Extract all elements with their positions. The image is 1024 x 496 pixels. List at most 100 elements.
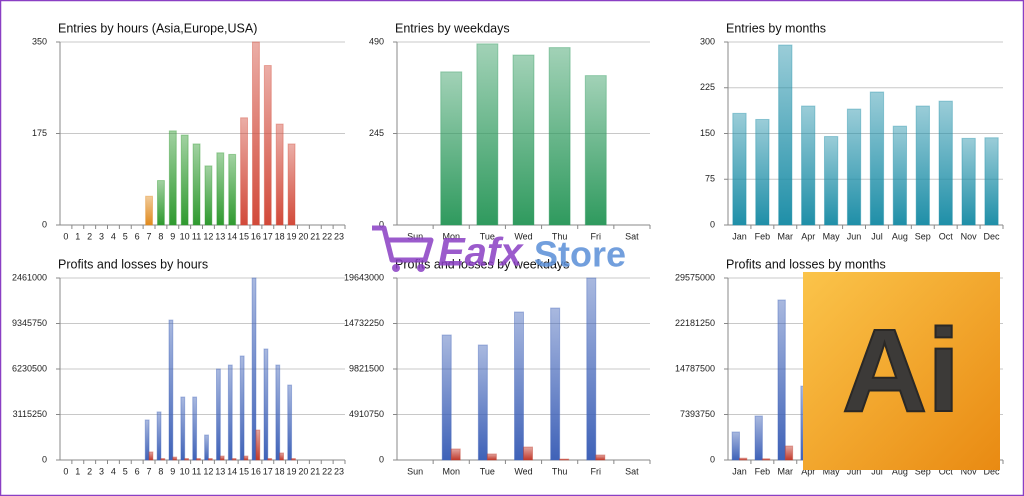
store-watermark: Eafx Store: [372, 225, 626, 275]
x-tick-label: 0: [63, 231, 68, 241]
y-tick-label: 0: [42, 454, 47, 464]
x-tick-label: 14: [227, 466, 237, 476]
y-tick-label: 29575000: [675, 272, 715, 282]
bar: [961, 137, 976, 226]
x-tick-label: 3: [99, 231, 104, 241]
y-tick-label: 245: [369, 128, 384, 138]
x-tick-label: May: [823, 466, 841, 476]
x-tick-label: 6: [135, 231, 140, 241]
x-tick-label: 17: [263, 466, 273, 476]
bar: [192, 143, 201, 226]
y-tick-label: 300: [700, 36, 715, 46]
x-tick-label: Sun: [407, 231, 423, 241]
bar: [984, 137, 999, 226]
x-tick-label: Nov: [961, 466, 978, 476]
y-tick-label: 0: [379, 219, 384, 229]
x-tick-label: 4: [111, 466, 116, 476]
chart-title: Entries by months: [726, 21, 826, 35]
x-tick-label: 23: [334, 231, 344, 241]
x-tick-label: 19: [287, 231, 297, 241]
x-tick-label: 22: [322, 466, 332, 476]
bar: [777, 299, 786, 461]
bar: [156, 411, 162, 461]
bar: [263, 348, 269, 461]
bar: [595, 454, 606, 461]
x-tick-label: 23: [334, 466, 344, 476]
x-tick-label: 8: [158, 466, 163, 476]
bar: [279, 452, 284, 461]
y-tick-label: 22181250: [675, 318, 715, 328]
x-tick-label: 11: [192, 231, 201, 241]
x-tick-label: 18: [275, 231, 285, 241]
bar: [172, 456, 178, 461]
x-tick-label: Aug: [892, 231, 908, 241]
bar: [823, 136, 839, 226]
bar: [450, 448, 461, 461]
bar: [148, 451, 154, 461]
x-tick-label: 2: [87, 466, 92, 476]
y-tick-label: 490: [369, 36, 384, 46]
bar: [228, 153, 237, 226]
x-tick-label: 22: [322, 231, 332, 241]
bar: [255, 429, 261, 461]
x-tick-label: Jul: [871, 231, 883, 241]
x-tick-label: 6: [135, 466, 140, 476]
chart-title: Profits and losses by hours: [58, 257, 208, 271]
y-tick-label: 7393750: [680, 409, 715, 419]
y-tick-label: 2461000: [12, 272, 47, 282]
cart-wheel: [392, 264, 400, 272]
x-tick-label: 13: [215, 466, 225, 476]
bar: [243, 455, 249, 461]
x-tick-label: Mon: [442, 466, 460, 476]
brand-suffix: Store: [534, 234, 626, 275]
x-tick-label: 21: [310, 466, 320, 476]
y-tick-label: 9821500: [349, 363, 384, 373]
charts: Entries by hours (Asia,Europe,USA)017535…: [12, 21, 1004, 476]
bar: [291, 458, 296, 461]
x-tick-label: Apr: [801, 231, 815, 241]
x-tick-label: Jan: [732, 231, 747, 241]
bar: [486, 453, 497, 461]
x-tick-label: Jun: [847, 231, 862, 241]
x-tick-label: 21: [310, 231, 320, 241]
x-tick-label: Tue: [480, 466, 495, 476]
bar: [846, 108, 862, 226]
bar: [514, 311, 524, 461]
bar: [476, 43, 499, 226]
x-tick-label: Jun: [847, 466, 862, 476]
x-tick-label: Sep: [915, 466, 931, 476]
x-tick-label: Jul: [871, 466, 883, 476]
x-tick-label: Fri: [591, 466, 602, 476]
bar: [160, 458, 166, 461]
x-tick-label: Tue: [480, 231, 495, 241]
bar: [441, 334, 452, 461]
x-tick-label: Fri: [591, 231, 602, 241]
cart-icon: [372, 225, 434, 263]
x-tick-label: Mar: [778, 466, 794, 476]
x-tick-label: 14: [227, 231, 237, 241]
bar: [251, 277, 257, 461]
x-tick-label: 0: [63, 466, 68, 476]
x-tick-label: Jan: [732, 466, 747, 476]
bar: [755, 118, 770, 226]
x-tick-label: 2: [87, 231, 92, 241]
x-tick-label: 9: [170, 231, 175, 241]
bar: [738, 457, 748, 461]
bar: [477, 344, 488, 461]
y-tick-label: 3115250: [13, 409, 47, 419]
bar: [732, 112, 747, 226]
bar: [240, 117, 249, 226]
x-tick-label: 3: [99, 466, 104, 476]
brand-prefix: Eafx: [438, 231, 524, 275]
x-tick-label: 16: [251, 231, 261, 241]
cart-wheel: [417, 264, 425, 272]
y-tick-label: 9345750: [12, 318, 47, 328]
bar: [267, 458, 273, 461]
x-tick-label: Thu: [552, 231, 568, 241]
bar: [548, 47, 571, 226]
x-tick-label: 20: [298, 231, 308, 241]
x-tick-label: 19: [287, 466, 297, 476]
bar: [263, 65, 272, 226]
y-tick-label: 175: [32, 128, 47, 138]
